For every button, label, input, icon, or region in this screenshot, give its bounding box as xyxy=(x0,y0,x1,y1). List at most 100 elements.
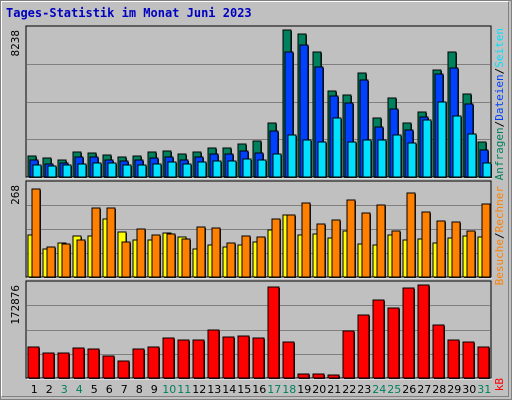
legend-hits-files-pages-part: / xyxy=(493,121,506,128)
bar-kbytes-day-23 xyxy=(357,314,370,379)
bar-kbytes-day-18 xyxy=(282,341,295,379)
bar-pages-day-18 xyxy=(287,134,297,178)
bar-visits-day-21 xyxy=(331,219,341,278)
bar-visits-day-15 xyxy=(241,235,251,278)
bar-pages-day-7 xyxy=(122,164,132,178)
legend-visits-sites-part: / xyxy=(493,232,506,239)
bar-visits-day-24 xyxy=(376,204,386,278)
x-tick-label-day-8: 8 xyxy=(136,383,143,396)
bar-kbytes-day-6 xyxy=(102,355,115,379)
bar-kbytes-day-10 xyxy=(162,337,175,379)
x-tick-label-day-18: 18 xyxy=(282,383,296,396)
legend-visits-sites: Besuche/Rechner xyxy=(493,186,506,286)
bar-pages-day-17 xyxy=(272,153,282,178)
bar-kbytes-day-27 xyxy=(417,284,430,379)
x-tick-label-day-24: 24 xyxy=(372,383,386,396)
x-tick-label-day-26: 26 xyxy=(402,383,416,396)
y-max-label: 172876 xyxy=(9,285,22,325)
bar-visits-day-2 xyxy=(46,246,56,278)
bar-pages-day-23 xyxy=(362,139,372,178)
bar-visits-day-9 xyxy=(151,234,161,278)
bar-pages-day-8 xyxy=(137,164,147,178)
bar-pages-day-14 xyxy=(227,160,237,178)
y-max-label: 268 xyxy=(9,185,22,205)
bar-pages-day-15 xyxy=(242,158,252,178)
bar-kbytes-day-24 xyxy=(372,299,385,379)
chart-title: Tages-Statistik im Monat Juni 2023 xyxy=(6,6,252,20)
bar-kbytes-day-28 xyxy=(432,324,445,379)
bar-pages-day-16 xyxy=(257,159,267,178)
bar-kbytes-day-4 xyxy=(72,347,85,379)
bar-pages-day-27 xyxy=(422,119,432,178)
bar-pages-day-21 xyxy=(332,117,342,178)
bar-pages-day-22 xyxy=(347,141,357,178)
x-tick-label-day-21: 21 xyxy=(327,383,341,396)
bar-visits-day-16 xyxy=(256,236,266,278)
x-tick-label-day-16: 16 xyxy=(252,383,266,396)
bar-kbytes-day-16 xyxy=(252,337,265,379)
bar-visits-day-13 xyxy=(211,227,221,278)
bar-visits-day-5 xyxy=(91,207,101,278)
bar-visits-day-12 xyxy=(196,226,206,278)
x-tick-label-day-11: 11 xyxy=(177,383,191,396)
bar-pages-day-12 xyxy=(197,161,207,178)
bar-pages-day-19 xyxy=(302,139,312,178)
bar-kbytes-day-17 xyxy=(267,286,280,379)
x-tick-label-day-5: 5 xyxy=(91,383,98,396)
bar-visits-day-20 xyxy=(316,223,326,278)
bar-kbytes-day-12 xyxy=(192,339,205,379)
legend-visits-sites-part: Besuche xyxy=(493,239,506,285)
x-tick-label-day-2: 2 xyxy=(46,383,53,396)
x-tick-label-day-3: 3 xyxy=(61,383,68,396)
legend-hits-files-pages: Anfragen/Dateien/Seiten xyxy=(493,28,506,180)
bar-visits-day-3 xyxy=(61,243,71,278)
bar-visits-day-6 xyxy=(106,207,116,278)
bar-pages-day-5 xyxy=(92,162,102,178)
bar-visits-day-1 xyxy=(31,188,41,278)
bar-pages-day-31 xyxy=(482,162,492,178)
bar-pages-day-9 xyxy=(152,163,162,178)
bar-kbytes-day-22 xyxy=(342,330,355,379)
legend-hits-files-pages-part: / xyxy=(493,68,506,75)
bar-pages-day-30 xyxy=(467,133,477,178)
bar-visits-day-8 xyxy=(136,228,146,278)
x-tick-label-day-28: 28 xyxy=(432,383,446,396)
bar-visits-day-11 xyxy=(181,238,191,278)
bar-visits-day-7 xyxy=(121,241,131,278)
bar-visits-day-4 xyxy=(76,239,86,278)
bar-kbytes-day-20 xyxy=(312,373,325,379)
bar-pages-day-6 xyxy=(107,162,117,178)
bar-kbytes-day-30 xyxy=(462,341,475,379)
x-tick-label-day-13: 13 xyxy=(207,383,221,396)
bar-pages-day-29 xyxy=(452,115,462,178)
bar-kbytes-day-1 xyxy=(27,346,40,379)
legend-hits-files-pages-part: Seiten xyxy=(493,28,506,68)
x-tick-label-day-30: 30 xyxy=(462,383,476,396)
x-tick-label-day-22: 22 xyxy=(342,383,356,396)
bar-visits-day-17 xyxy=(271,218,281,278)
bar-visits-day-28 xyxy=(436,220,446,278)
bar-kbytes-day-7 xyxy=(117,360,130,379)
bar-kbytes-day-14 xyxy=(222,336,235,379)
x-tick-label-day-7: 7 xyxy=(121,383,128,396)
x-tick-label-day-20: 20 xyxy=(312,383,326,396)
bar-kbytes-day-26 xyxy=(402,287,415,379)
bar-pages-day-24 xyxy=(377,139,387,178)
x-tick-label-day-10: 10 xyxy=(162,383,176,396)
x-tick-label-day-15: 15 xyxy=(237,383,251,396)
x-tick-label-day-31: 31 xyxy=(477,383,491,396)
bar-kbytes-day-3 xyxy=(57,352,70,379)
x-tick-label-day-25: 25 xyxy=(387,383,401,396)
bar-pages-day-25 xyxy=(392,134,402,178)
x-tick-label-day-23: 23 xyxy=(357,383,371,396)
bar-kbytes-day-29 xyxy=(447,339,460,379)
bar-pages-day-28 xyxy=(437,101,447,178)
bar-visits-day-19 xyxy=(301,202,311,278)
bar-pages-day-3 xyxy=(62,164,72,178)
bar-kbytes-day-13 xyxy=(207,329,220,379)
bar-pages-day-2 xyxy=(47,165,57,178)
x-tick-label-day-6: 6 xyxy=(106,383,113,396)
bar-kbytes-day-19 xyxy=(297,373,310,379)
bar-kbytes-day-8 xyxy=(132,348,145,379)
x-tick-label-day-27: 27 xyxy=(417,383,431,396)
